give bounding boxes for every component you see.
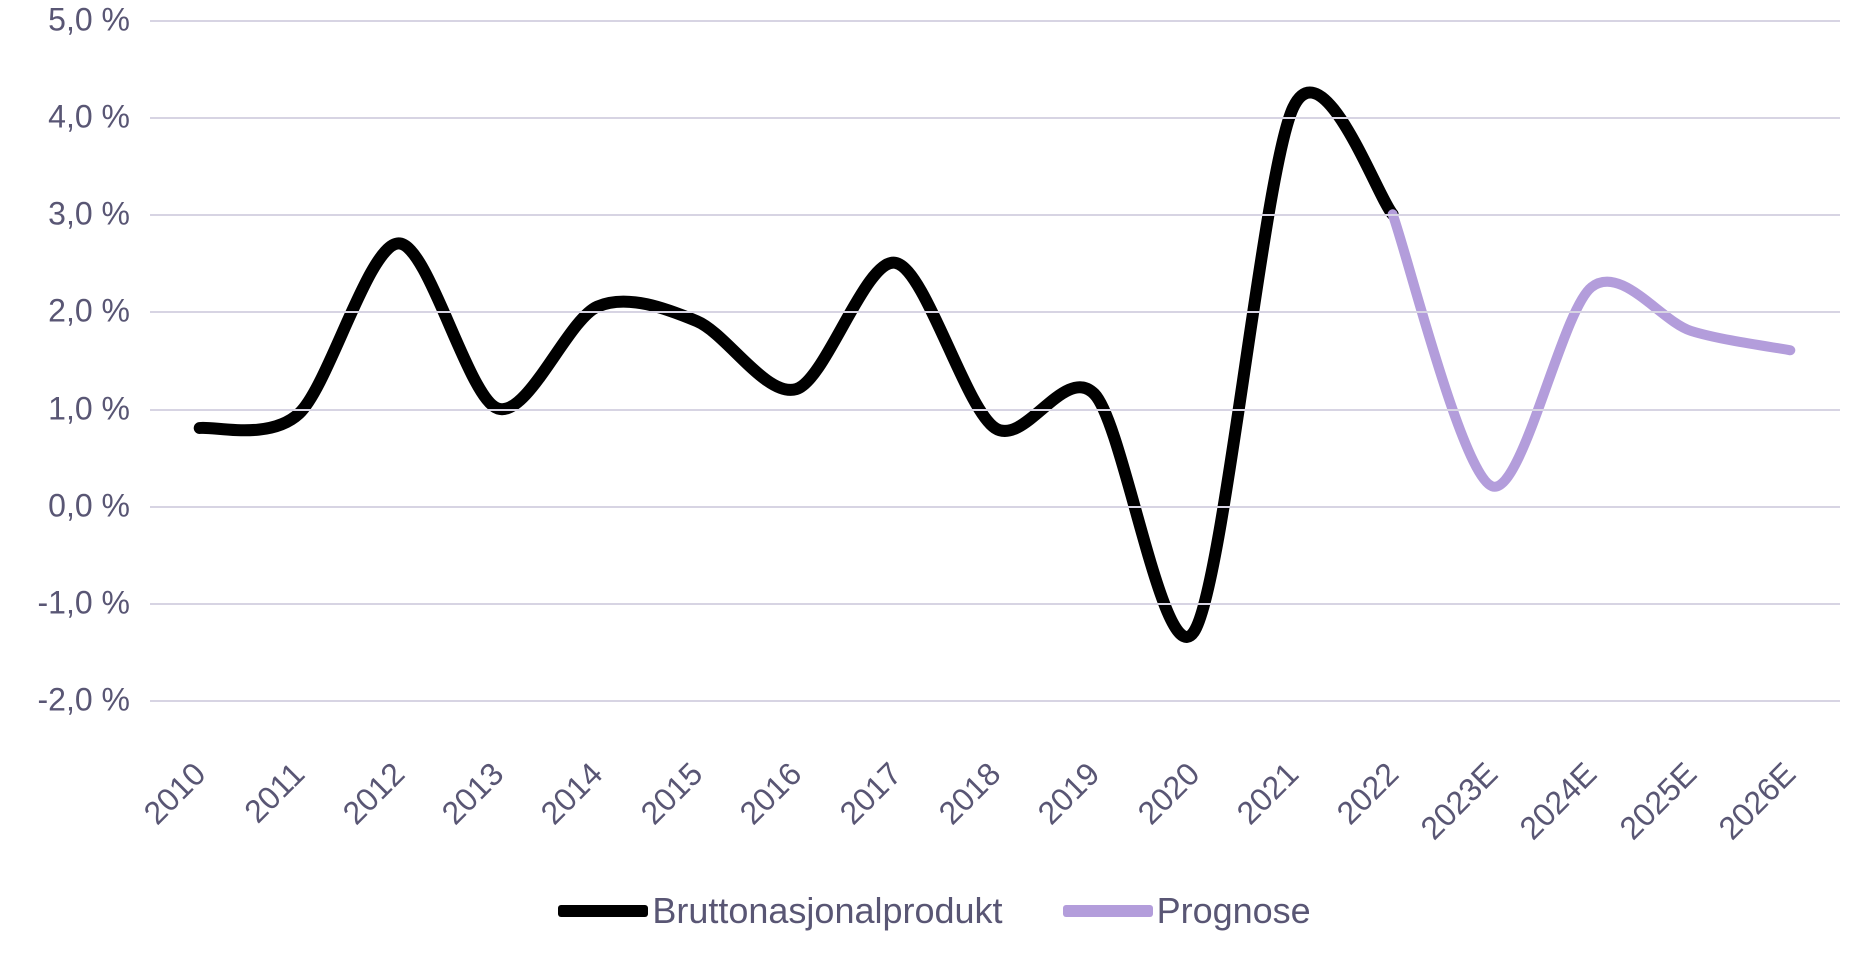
- x-axis-tick-label: 2024E: [1513, 755, 1605, 847]
- y-axis-tick-label: 3,0 %: [0, 196, 130, 233]
- gridline: [150, 603, 1840, 605]
- gridline: [150, 311, 1840, 313]
- gridline: [150, 214, 1840, 216]
- y-axis-tick-label: 1,0 %: [0, 390, 130, 427]
- x-axis-tick-label: 2012: [335, 755, 412, 832]
- x-axis-tick-label: 2010: [136, 755, 213, 832]
- x-axis-tick-label: 2026E: [1712, 755, 1804, 847]
- x-axis-tick-label: 2013: [435, 755, 512, 832]
- x-axis-tick-label: 2025E: [1612, 755, 1704, 847]
- legend-label: Bruttonasjonalprodukt: [652, 890, 1002, 932]
- gridline: [150, 20, 1840, 22]
- gridline: [150, 506, 1840, 508]
- plot-area: [150, 20, 1840, 700]
- gridline: [150, 409, 1840, 411]
- series-line: [1393, 214, 1791, 486]
- legend-label: Prognose: [1157, 890, 1311, 932]
- legend: Bruttonasjonalprodukt Prognose: [0, 890, 1869, 932]
- chart-svg: [150, 20, 1840, 700]
- y-axis-tick-label: 5,0 %: [0, 2, 130, 39]
- y-axis-tick-label: 4,0 %: [0, 99, 130, 136]
- legend-swatch: [1063, 905, 1153, 917]
- x-axis-tick-label: 2014: [534, 755, 611, 832]
- y-axis-tick-label: 2,0 %: [0, 293, 130, 330]
- x-axis-tick-label: 2015: [633, 755, 710, 832]
- y-axis-tick-label: -2,0 %: [0, 682, 130, 719]
- x-axis-tick-label: 2020: [1130, 755, 1207, 832]
- x-axis-tick-label: 2018: [932, 755, 1009, 832]
- x-axis-tick-label: 2017: [832, 755, 909, 832]
- y-axis-tick-label: 0,0 %: [0, 487, 130, 524]
- gdp-line-chart: Bruttonasjonalprodukt Prognose -2,0 % -1,0…: [0, 0, 1869, 976]
- gridline: [150, 700, 1840, 702]
- gridline: [150, 117, 1840, 119]
- legend-item: Bruttonasjonalprodukt: [558, 890, 1002, 932]
- x-axis-tick-label: 2016: [733, 755, 810, 832]
- x-axis-tick-label: 2019: [1031, 755, 1108, 832]
- legend-item: Prognose: [1063, 890, 1311, 932]
- x-axis-tick-label: 2022: [1329, 755, 1406, 832]
- x-axis-tick-label: 2011: [237, 755, 312, 830]
- x-axis-tick-label: 2021: [1230, 755, 1307, 832]
- series-line: [200, 92, 1393, 636]
- legend-swatch: [558, 905, 648, 917]
- y-axis-tick-label: -1,0 %: [0, 584, 130, 621]
- x-axis-tick-label: 2023E: [1414, 755, 1506, 847]
